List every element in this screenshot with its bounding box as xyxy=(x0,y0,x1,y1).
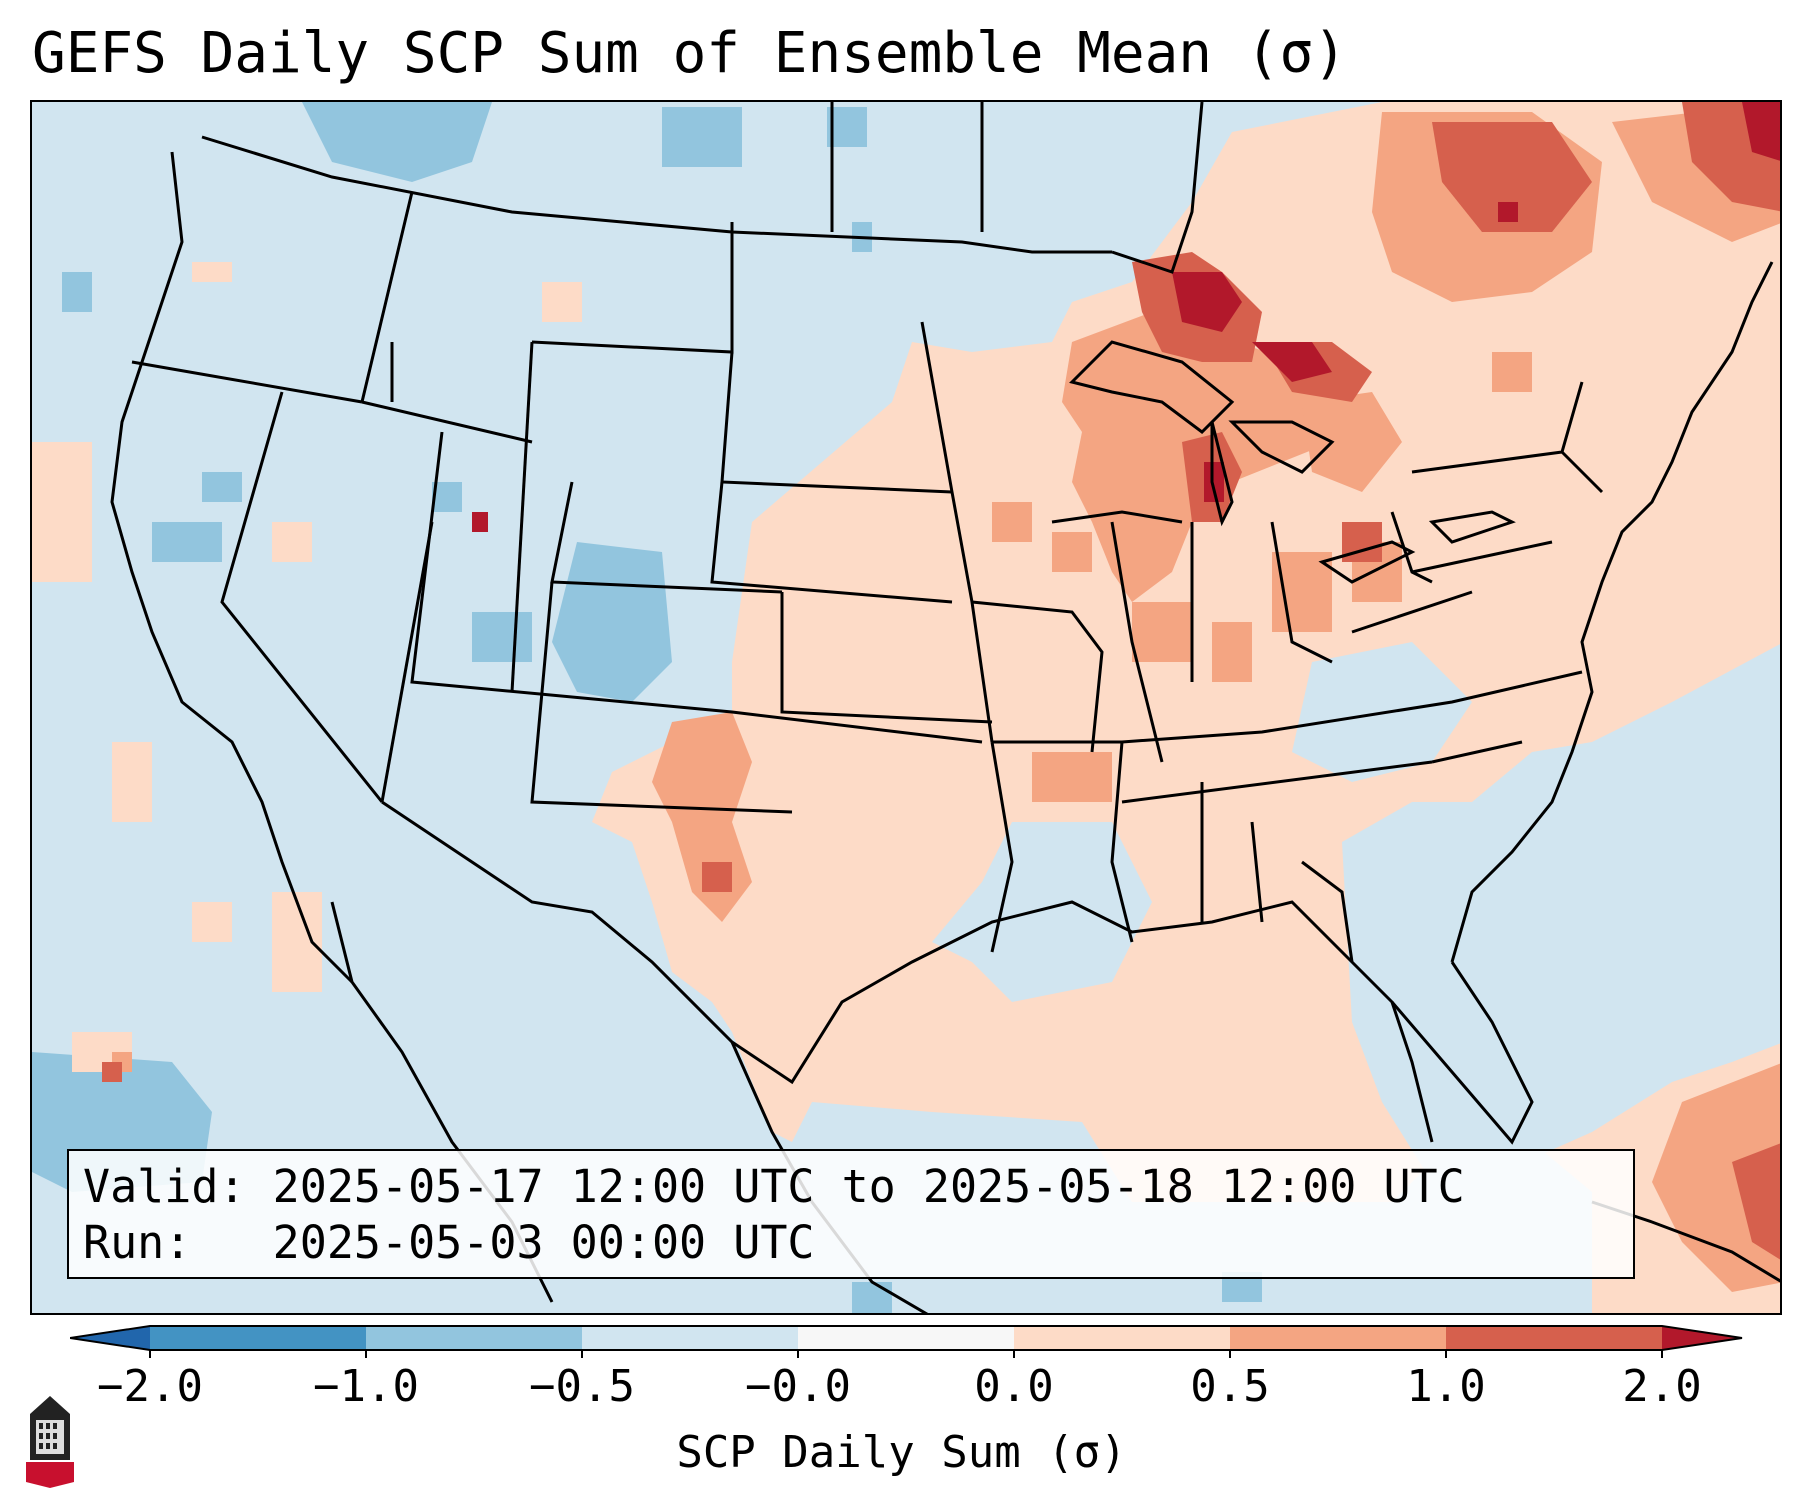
colorbar-tick-label: −2.0 xyxy=(97,1361,203,1412)
run-label: Run: xyxy=(83,1216,192,1269)
colorbar-extend-min xyxy=(70,1326,150,1350)
colorbar-extend-max xyxy=(1662,1326,1742,1350)
extreme-positive-patches xyxy=(472,102,1780,532)
run-time-row: Run: 2025-05-03 00:00 UTC xyxy=(83,1215,1619,1271)
run-time-text: 2025-05-03 00:00 UTC xyxy=(272,1216,815,1269)
colorbar-segment-3 xyxy=(582,1326,798,1350)
colorbar-tick-label: −0.5 xyxy=(529,1361,635,1412)
valid-run-info-box: Valid: 2025-05-17 12:00 UTC to 2025-05-1… xyxy=(67,1149,1635,1279)
map-title: GEFS Daily SCP Sum of Ensemble Mean (σ) xyxy=(32,21,1347,86)
colorbar-segment-2 xyxy=(366,1326,582,1350)
colorbar xyxy=(70,1325,1743,1358)
colorbar-segment-7 xyxy=(1446,1326,1662,1350)
map-panel xyxy=(30,100,1782,1315)
valid-label: Valid: xyxy=(83,1160,246,1213)
colorbar-label: SCP Daily Sum (σ) xyxy=(676,1427,1127,1478)
colorbar-tick-label: 1.0 xyxy=(1406,1361,1486,1412)
scp-field-map xyxy=(32,102,1780,1313)
colorbar-tick-label: 0.0 xyxy=(974,1361,1054,1412)
colorbar-segment-6 xyxy=(1230,1326,1446,1350)
valid-time-row: Valid: 2025-05-17 12:00 UTC to 2025-05-1… xyxy=(83,1159,1619,1215)
colorbar-tick-label: −0.0 xyxy=(745,1361,851,1412)
colorbar-segment-4 xyxy=(798,1326,1014,1350)
colorbar-tick-label: 0.5 xyxy=(1190,1361,1270,1412)
state-boundaries xyxy=(110,102,1780,1313)
colorbar-tick-label: −1.0 xyxy=(313,1361,419,1412)
colorbar-segment-1 xyxy=(150,1326,366,1350)
valid-time-text: 2025-05-17 12:00 UTC to 2025-05-18 12:00… xyxy=(272,1160,1465,1213)
colorbar-segment-5 xyxy=(1014,1326,1230,1350)
niu-tower-logo-icon xyxy=(26,1396,74,1488)
colorbar-tick-label: 2.0 xyxy=(1622,1361,1702,1412)
